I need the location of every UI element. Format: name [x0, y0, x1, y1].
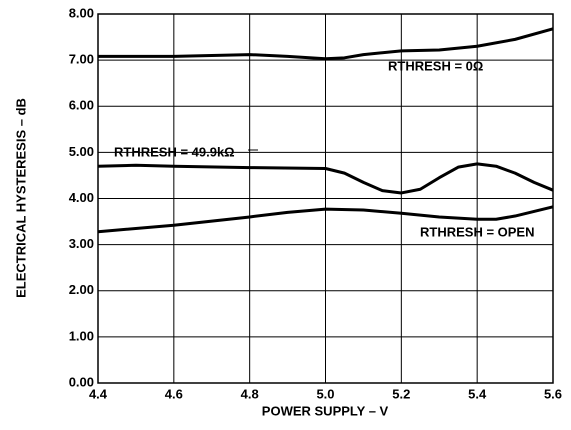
y-tick-label: 8.00 [69, 5, 94, 20]
y-tick-label: 0.00 [69, 374, 94, 389]
x-tick-label: 4.8 [241, 386, 259, 401]
series-line [97, 205, 554, 234]
y-tick-label: 3.00 [69, 236, 94, 251]
series-line [98, 27, 554, 61]
x-tick-label: 4.6 [165, 386, 183, 401]
y-tick-label: 1.00 [69, 328, 94, 343]
y-tick-label: 5.00 [69, 144, 94, 159]
y-tick-label: 2.00 [69, 282, 94, 297]
series-label: RTHRESH = 0Ω [388, 58, 483, 73]
x-tick-label: 5.4 [468, 386, 487, 401]
x-tick-label: 4.4 [89, 386, 108, 401]
x-axis-label: POWER SUPPLY – V [262, 403, 389, 418]
x-tick-label: 5.6 [544, 386, 562, 401]
series-label: RTHRESH = 49.9kΩ [114, 144, 235, 159]
y-axis-label: ELECTRICAL HYSTERESIS – dB [13, 98, 28, 298]
y-tick-label: 6.00 [69, 98, 94, 113]
y-tick-label: 7.00 [69, 52, 94, 67]
y-tick-label: 4.00 [69, 190, 94, 205]
series-line [97, 162, 554, 195]
x-tick-label: 5.0 [316, 386, 334, 401]
x-tick-label: 5.2 [392, 386, 410, 401]
series-label: RTHRESH = OPEN [420, 224, 535, 239]
